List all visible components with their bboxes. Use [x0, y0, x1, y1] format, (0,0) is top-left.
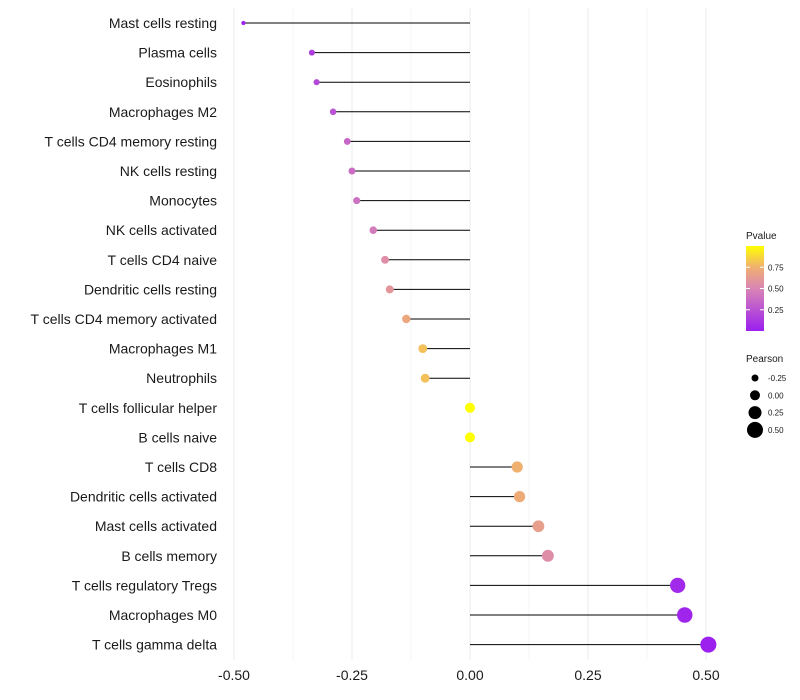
color-legend-bar — [746, 246, 764, 331]
lollipop-point — [418, 344, 428, 353]
lollipop-point — [465, 432, 475, 443]
y-tick-label: Macrophages M0 — [109, 607, 217, 623]
y-tick-label: T cells regulatory Tregs — [72, 577, 217, 593]
y-tick-label: NK cells activated — [106, 222, 217, 238]
x-tick-label: 0.50 — [692, 667, 719, 683]
grid-layer — [233, 8, 707, 660]
lollipop-point — [343, 137, 351, 145]
color-legend-label: 0.75 — [768, 263, 784, 272]
size-legend-label: 0.50 — [768, 426, 784, 435]
lollipop-point — [385, 285, 394, 294]
y-tick-label: Mast cells resting — [109, 15, 217, 31]
x-tick-label: -0.25 — [336, 667, 368, 683]
lollipop-point — [700, 636, 717, 653]
y-tick-label: T cells follicular helper — [79, 400, 218, 416]
y-tick-label: Dendritic cells activated — [70, 489, 217, 505]
size-legend-key — [747, 421, 763, 438]
lollipop-point — [465, 402, 475, 413]
lollipop-point — [670, 577, 686, 594]
legends: Pvalue 0.25 0.50 0.75 Pearson -0.25 0.00 0.2… — [746, 231, 787, 438]
y-tick-label: T cells CD8 — [145, 459, 217, 475]
y-tick-label: Monocytes — [149, 193, 217, 209]
lollipop-point — [308, 49, 315, 56]
y-tick-label: B cells naive — [138, 429, 217, 445]
size-legend-label: 0.25 — [768, 409, 784, 418]
lollipop-point — [329, 108, 337, 116]
lollipop-point — [241, 20, 246, 26]
color-legend-label: 0.25 — [768, 306, 784, 315]
size-legend-key — [751, 374, 759, 382]
y-tick-label: Dendritic cells resting — [84, 281, 217, 297]
y-tick-label: T cells gamma delta — [92, 637, 217, 653]
y-tick-label: NK cells resting — [120, 163, 217, 179]
y-tick-label: T cells CD4 memory resting — [45, 133, 217, 149]
size-legend-label: -0.25 — [768, 374, 787, 383]
color-legend-label: 0.50 — [768, 285, 784, 294]
lollipop-point — [532, 520, 545, 533]
lollipop-point — [402, 314, 411, 324]
lollipop-point — [313, 79, 320, 86]
x-axis-ticks: -0.50 -0.25 0.00 0.25 0.50 — [218, 667, 720, 683]
lollipop-point — [381, 255, 389, 264]
y-tick-label: Macrophages M1 — [109, 341, 217, 357]
lollipop-point — [513, 490, 526, 503]
lollipop-point — [420, 373, 430, 383]
stem-layer — [243, 22, 709, 646]
y-tick-label: Mast cells activated — [95, 518, 217, 534]
size-legend-key — [748, 406, 762, 420]
size-legend-items: -0.25 0.00 0.25 0.50 — [747, 374, 787, 438]
y-axis-labels: Mast cells resting Plasma cells Eosinophil… — [31, 15, 218, 653]
y-tick-label: T cells CD4 naive — [108, 252, 218, 268]
lollipop-point — [369, 226, 378, 234]
color-legend-ticks: 0.25 0.50 0.75 — [746, 263, 784, 315]
y-tick-label: Plasma cells — [138, 45, 217, 61]
lollipop-point — [353, 197, 361, 205]
x-tick-label: 0.25 — [574, 667, 601, 683]
y-tick-label: Eosinophils — [145, 74, 217, 90]
y-tick-label: Macrophages M2 — [109, 104, 217, 120]
point-layer — [241, 20, 717, 653]
y-tick-label: Neutrophils — [146, 370, 217, 386]
x-tick-label: 0.00 — [456, 667, 483, 683]
x-tick-label: -0.50 — [218, 667, 250, 683]
size-legend-title: Pearson — [746, 354, 783, 365]
lollipop-point — [677, 607, 693, 623]
lollipop-point — [348, 167, 356, 175]
size-legend-label: 0.00 — [768, 391, 784, 400]
color-legend-title: Pvalue — [746, 231, 777, 242]
lollipop-point — [511, 461, 523, 473]
y-tick-label: B cells memory — [121, 548, 217, 564]
lollipop-point — [541, 549, 554, 562]
size-legend-key — [750, 390, 760, 401]
y-tick-label: T cells CD4 memory activated — [31, 311, 217, 327]
